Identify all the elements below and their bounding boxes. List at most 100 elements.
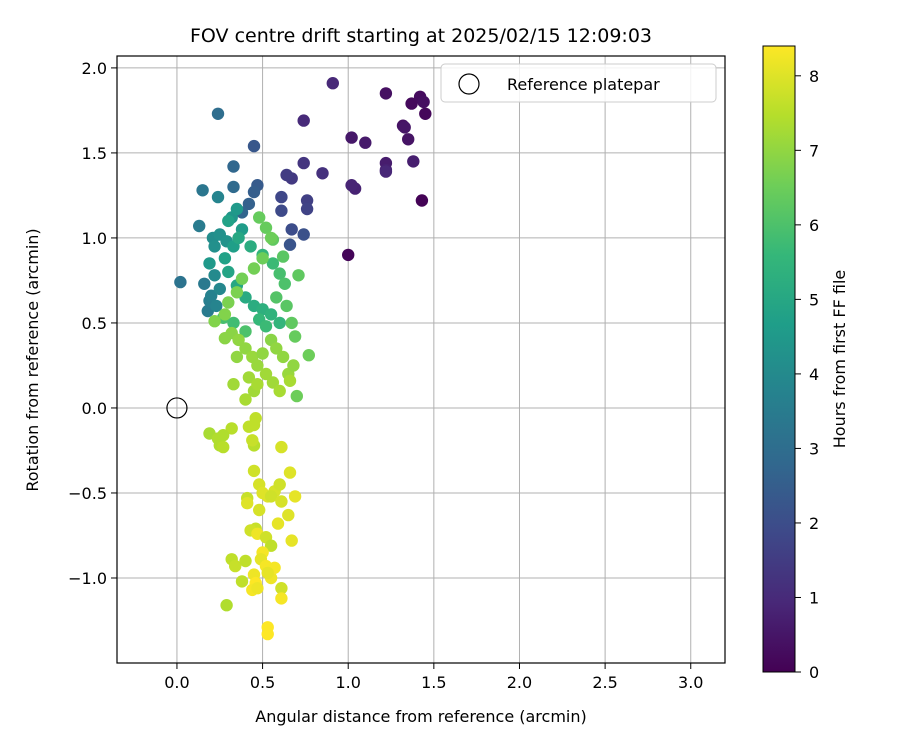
data-point [232, 231, 245, 245]
data-point [217, 440, 230, 454]
data-point [419, 107, 432, 121]
x-tick-label: 2.0 [507, 673, 532, 692]
data-point [398, 121, 411, 134]
data-point [247, 139, 261, 153]
data-point [230, 286, 244, 299]
data-point [213, 282, 226, 296]
data-point [276, 250, 290, 263]
data-point [300, 194, 314, 207]
data-point [208, 315, 221, 328]
data-point [246, 434, 259, 447]
data-point [275, 204, 288, 217]
data-point [222, 296, 235, 309]
data-point [251, 359, 264, 372]
data-point [273, 267, 286, 280]
data-point [203, 257, 216, 270]
grid-lines [117, 56, 725, 663]
data-point [264, 231, 278, 245]
data-point [256, 252, 269, 265]
data-point [225, 422, 238, 435]
data-point [285, 223, 298, 236]
x-axis-label: Angular distance from reference (arcmin) [255, 707, 586, 726]
data-point [196, 184, 209, 197]
x-tick-label: 3.0 [678, 673, 703, 692]
y-tick-label: 1.5 [82, 144, 107, 163]
data-point [174, 275, 187, 289]
data-point [417, 95, 430, 109]
data-point [227, 316, 240, 330]
y-tick-label: −0.5 [68, 484, 107, 503]
data-point [235, 575, 249, 588]
reference-marker-layer [166, 397, 188, 419]
data-point [227, 180, 240, 194]
data-point [342, 248, 355, 262]
data-point [290, 389, 303, 403]
y-axis-ticks: −1.0 −0.5 0.0 0.5 1.0 1.5 2.0 [68, 59, 117, 588]
data-point [273, 478, 286, 491]
data-point [261, 627, 274, 641]
colorbar-label: Hours from first FF file [830, 270, 849, 449]
data-point [253, 211, 266, 224]
legend: Reference platepar [440, 63, 717, 103]
data-point [217, 429, 230, 442]
y-tick-label: 0.0 [82, 399, 107, 418]
data-point [271, 517, 285, 530]
data-point [247, 464, 261, 478]
data-point [239, 325, 252, 338]
data-point [264, 539, 278, 552]
colorbar-tick-label: 1 [809, 588, 819, 607]
data-point [261, 566, 274, 580]
data-point [326, 77, 339, 90]
data-point [211, 107, 225, 121]
colorbar-tick-label: 7 [809, 141, 819, 160]
data-point [275, 592, 288, 605]
legend-entry-label: Reference platepar [507, 75, 660, 94]
data-point [282, 508, 295, 522]
data-point [264, 490, 278, 503]
data-point [297, 114, 310, 127]
reference-platepar-marker [166, 397, 188, 419]
colorbar: 0 1 2 3 4 5 6 7 8 Hours from first FF file [762, 45, 849, 682]
data-point [259, 367, 273, 381]
data-point [264, 308, 278, 321]
colorbar-tick-label: 3 [809, 439, 819, 458]
data-point [222, 214, 235, 228]
data-point [208, 269, 221, 282]
data-point [283, 238, 297, 251]
colorbar-ticks: 0 1 2 3 4 5 6 7 8 [795, 67, 819, 682]
data-point [402, 133, 415, 146]
data-point [405, 97, 418, 110]
x-tick-label: 1.0 [335, 673, 360, 692]
data-point [379, 87, 393, 100]
data-point [239, 554, 252, 568]
data-point [259, 320, 273, 333]
data-point [270, 291, 283, 304]
plot-frame [116, 55, 726, 664]
colorbar-frame [762, 45, 796, 673]
data-point [415, 194, 429, 207]
data-point [285, 534, 298, 547]
data-point [218, 252, 232, 265]
data-point [210, 299, 223, 313]
y-tick-label: −1.0 [68, 569, 107, 588]
data-point [208, 240, 221, 253]
data-point [300, 202, 314, 216]
data-point [283, 374, 297, 387]
data-point [359, 136, 372, 149]
y-tick-label: 2.0 [82, 59, 107, 78]
colorbar-tick-label: 4 [809, 365, 819, 384]
data-point [242, 371, 256, 384]
data-point [379, 165, 393, 178]
data-point [227, 160, 240, 173]
data-point [345, 179, 358, 192]
colorbar-gradient [763, 46, 795, 672]
data-point [283, 466, 297, 479]
data-point [275, 190, 288, 204]
data-point [241, 497, 254, 510]
data-point [273, 384, 286, 398]
data-point [235, 272, 249, 285]
data-point [247, 262, 261, 275]
y-axis-label: Rotation from reference (arcmin) [23, 228, 42, 491]
data-point [218, 308, 232, 321]
y-tick-label: 0.5 [82, 314, 107, 333]
